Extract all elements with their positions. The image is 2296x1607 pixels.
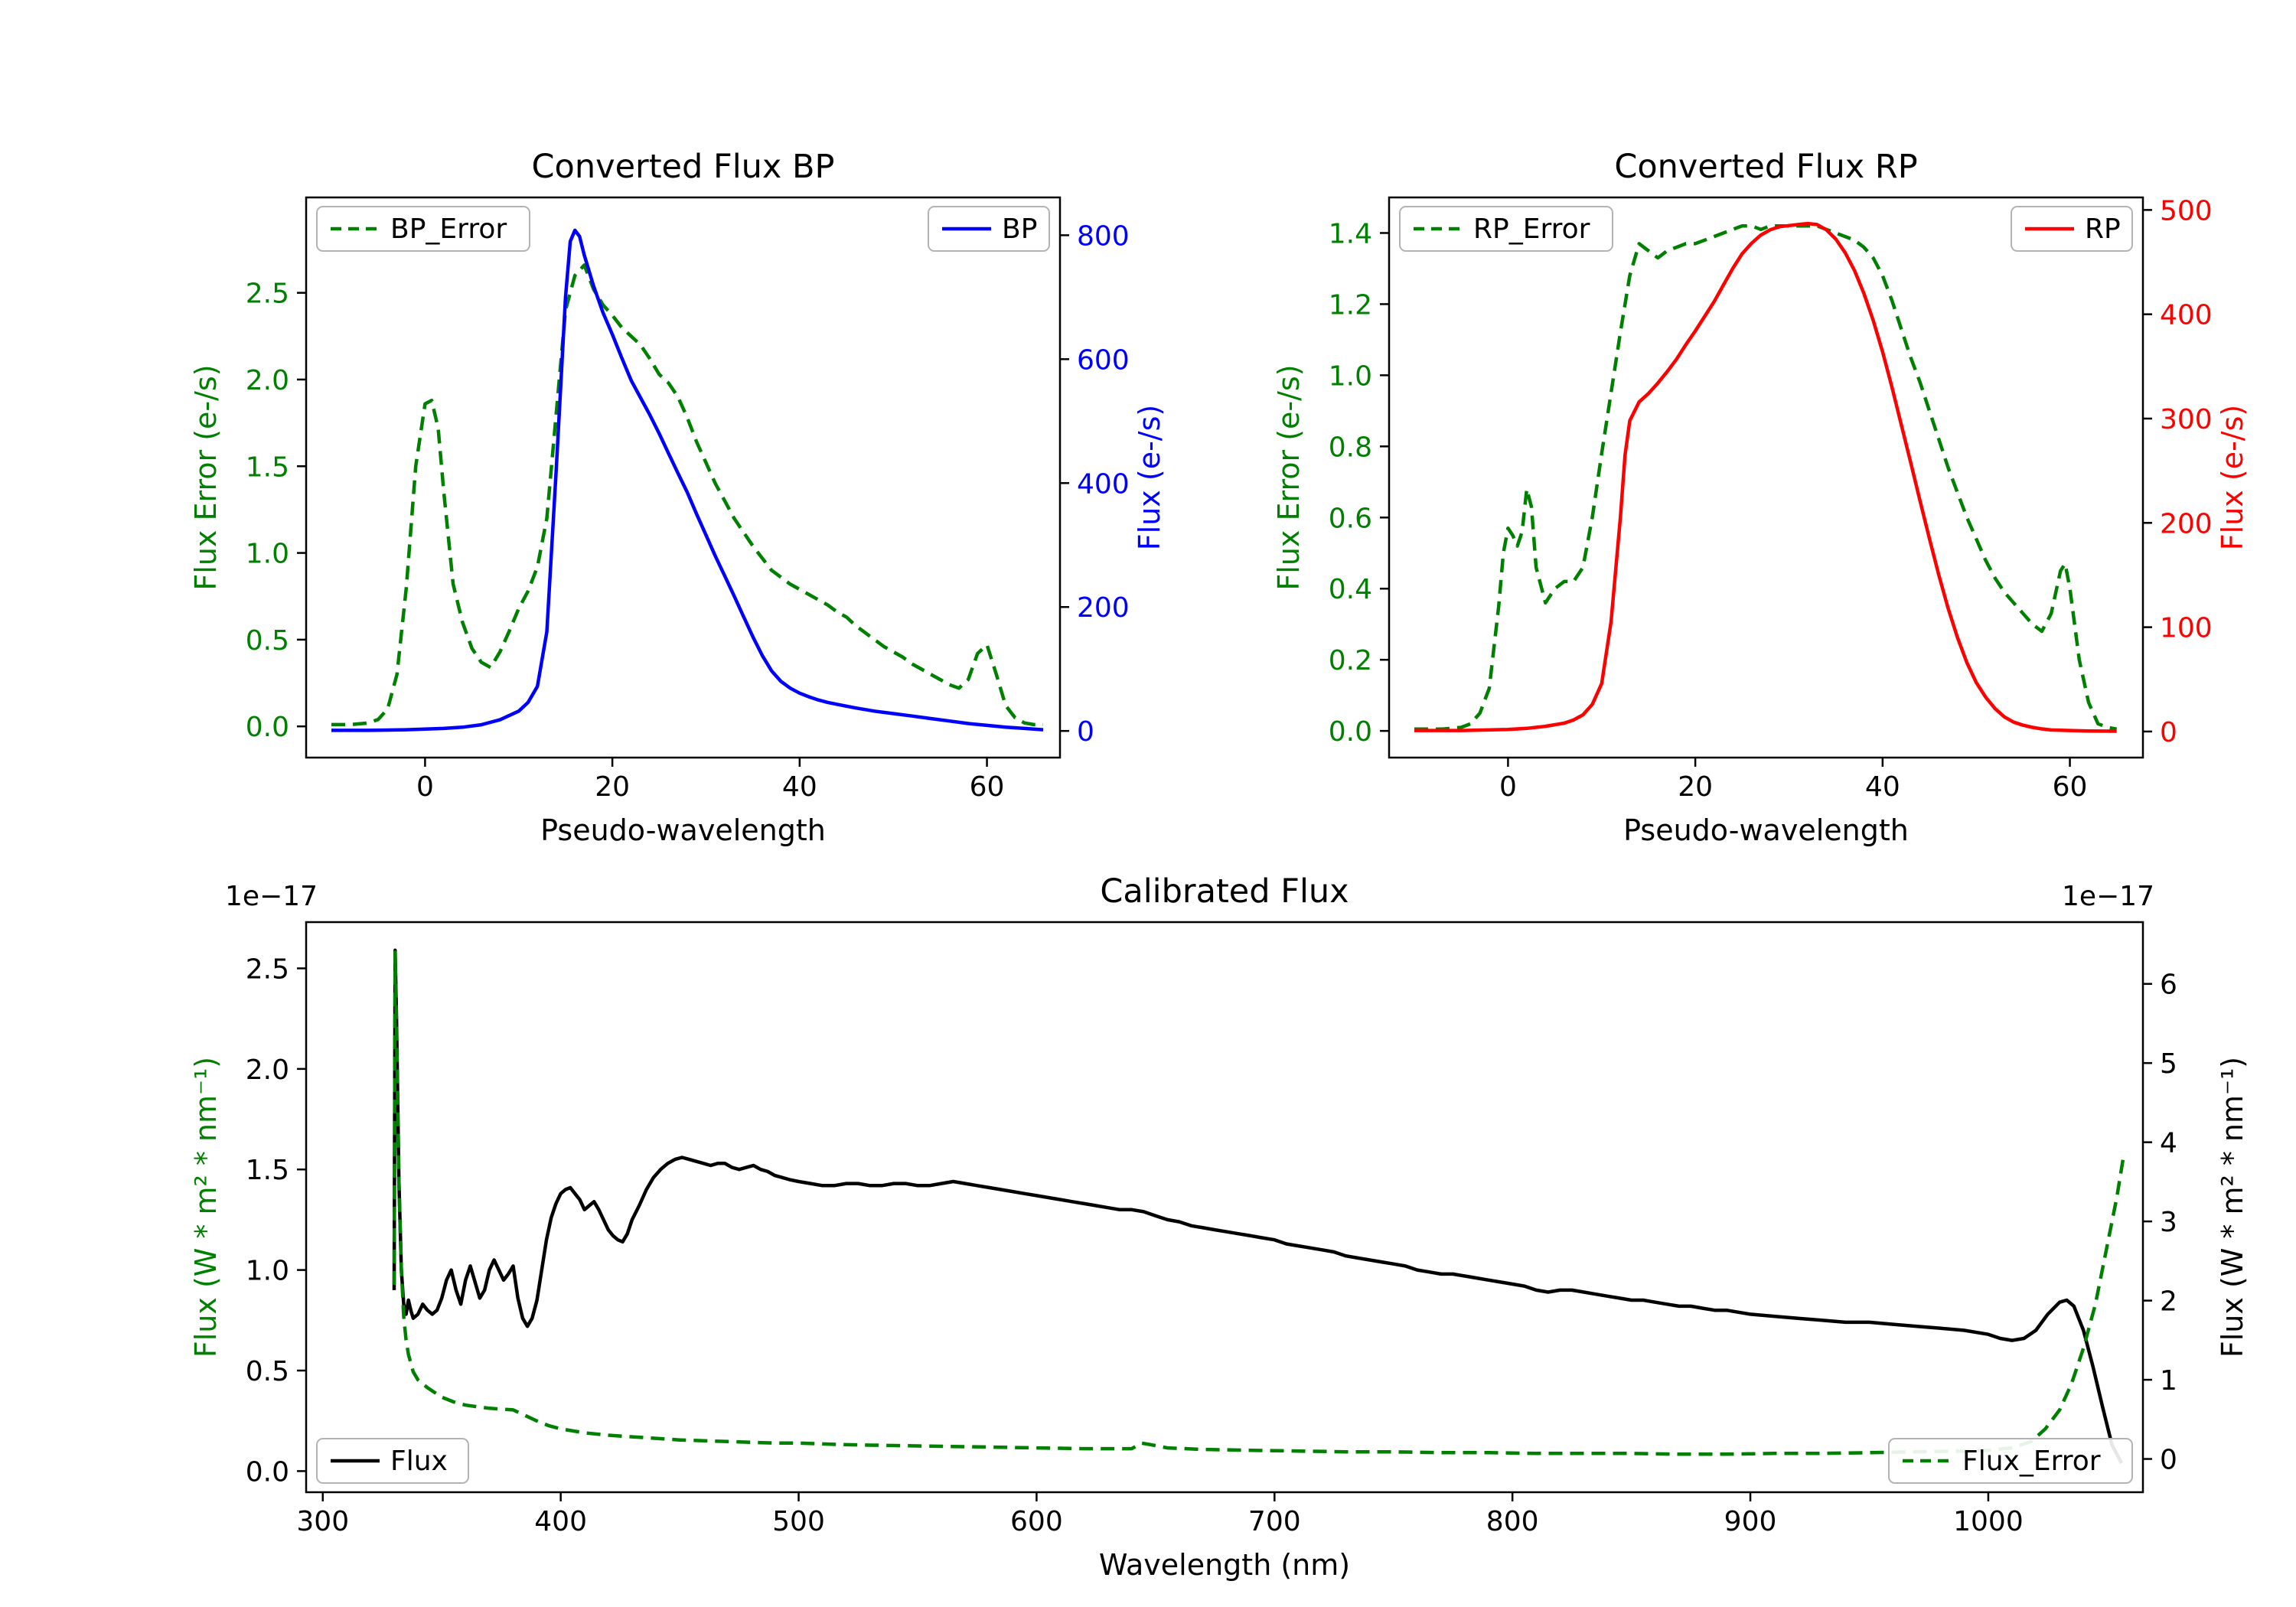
x-tick-label: 900 <box>1724 1506 1777 1537</box>
legend-flux_error: Flux_Error <box>1888 1438 2133 1484</box>
series-line-bp_error <box>331 263 1043 727</box>
legend-label: BP <box>1002 214 1037 245</box>
left-tick-label: 2.5 <box>246 953 289 985</box>
x-tick-label: 60 <box>970 771 1005 803</box>
left-axis-label: Flux Error (e-/s) <box>1272 364 1306 590</box>
legend-box <box>316 1438 469 1484</box>
chart-converted-flux-bp: 0 20 40 60 0.0 0.5 1.0 1.5 2.0 2.5 0 200 400 600 800 Co… <box>189 148 1166 847</box>
right-tick-label: 5 <box>2160 1048 2177 1080</box>
chart-title: Calibrated Flux <box>1100 872 1349 911</box>
x-tick-label: 40 <box>782 771 817 803</box>
chart-calibrated-flux: 300 400 500 600 700 800 900 1000 0.0 0.5 1.0 1.5 2.0… <box>189 872 2249 1582</box>
left-tick-label: 1.5 <box>246 451 289 483</box>
plot-border <box>1388 196 2144 759</box>
x-tick-label: 0 <box>1499 771 1517 803</box>
x-tick-label: 800 <box>1486 1506 1539 1537</box>
right-tick-label: 100 <box>2160 613 2213 644</box>
left-tick-label: 0.0 <box>246 1456 289 1488</box>
x-tick-label: 20 <box>595 771 630 803</box>
legend-flux: Flux <box>316 1438 469 1484</box>
legend-rp: RP <box>2011 206 2133 252</box>
right-axis-label: Flux (W * m² * nm⁻¹) <box>2216 1057 2249 1358</box>
right-tick-label: 500 <box>2160 195 2213 227</box>
x-axis-label: Pseudo-wavelength <box>540 813 826 847</box>
left-tick-label: 2.0 <box>246 365 289 396</box>
left-tick-label: 1.2 <box>1329 289 1372 321</box>
x-tick-label: 300 <box>296 1506 349 1537</box>
left-tick-label: 0.5 <box>246 1356 289 1387</box>
left-offset-text: 1e−17 <box>225 881 318 912</box>
left-tick-label: 1.0 <box>1329 360 1372 392</box>
right-axis-label: Flux (e-/s) <box>2216 405 2249 550</box>
right-axis-label: Flux (e-/s) <box>1133 405 1166 550</box>
x-tick-label: 60 <box>2053 771 2088 803</box>
legend-label: BP_Error <box>390 214 507 245</box>
right-tick-label: 2 <box>2160 1286 2177 1318</box>
x-tick-label: 0 <box>416 771 434 803</box>
right-tick-label: 200 <box>1077 592 1130 624</box>
left-tick-label: 1.0 <box>246 1256 289 1287</box>
right-offset-text: 1e−17 <box>2062 881 2154 912</box>
left-tick-label: 0.0 <box>246 712 289 743</box>
legend-label: RP <box>2085 214 2121 245</box>
x-tick-label: 500 <box>772 1506 825 1537</box>
series-line-bp <box>331 228 1044 732</box>
right-tick-label: 1 <box>2160 1365 2177 1397</box>
left-tick-label: 1.4 <box>1329 218 1372 249</box>
right-tick-label: 400 <box>2160 300 2213 331</box>
x-tick-label: 40 <box>1865 771 1900 803</box>
chart-title: Converted Flux BP <box>532 148 835 186</box>
x-tick-label: 600 <box>1010 1506 1063 1537</box>
left-axis-label: Flux (W * m² * nm⁻¹) <box>189 1057 223 1358</box>
left-tick-label: 1.5 <box>246 1155 289 1186</box>
legend-box <box>1888 1438 2133 1484</box>
chart-converted-flux-rp: 0 20 40 60 0.0 0.2 0.4 0.6 0.8 1.0 1.2 1.4 0 100 200 30… <box>1272 148 2249 847</box>
right-tick-label: 300 <box>2160 404 2213 435</box>
right-tick-label: 200 <box>2160 508 2213 539</box>
right-tick-label: 400 <box>1077 468 1130 500</box>
right-tick-label: 0 <box>1077 716 1094 748</box>
left-tick-label: 0.2 <box>1329 645 1372 676</box>
left-tick-label: 0.8 <box>1329 432 1372 463</box>
chart-title: Converted Flux RP <box>1614 148 1917 186</box>
left-axis-label: Flux Error (e-/s) <box>189 364 223 590</box>
right-tick-label: 3 <box>2160 1207 2177 1238</box>
series-line-rp <box>1414 221 2117 733</box>
right-tick-label: 0 <box>2160 1445 2177 1476</box>
legend-bp: BP <box>928 206 1050 252</box>
plot-border <box>305 196 1062 759</box>
right-tick-label: 6 <box>2160 970 2177 1001</box>
left-tick-label: 1.0 <box>246 539 289 570</box>
right-tick-label: 4 <box>2160 1128 2177 1159</box>
legend-box <box>316 206 530 252</box>
x-tick-label: 700 <box>1248 1506 1301 1537</box>
series-line-rp_error <box>1414 223 2118 732</box>
x-axis-label: Wavelength (nm) <box>1099 1548 1350 1582</box>
left-tick-label: 0.5 <box>246 625 289 657</box>
right-tick-label: 0 <box>2160 717 2177 748</box>
left-tick-label: 0.6 <box>1329 503 1372 534</box>
x-tick-label: 400 <box>534 1506 587 1537</box>
left-tick-label: 2.5 <box>246 279 289 310</box>
x-tick-label: 20 <box>1678 771 1713 803</box>
legend-rp_error: RP_Error <box>1399 206 1613 252</box>
legend-label: Flux <box>390 1446 448 1477</box>
legend-label: Flux_Error <box>1962 1446 2101 1477</box>
right-tick-label: 600 <box>1077 344 1130 376</box>
legend-box <box>1399 206 1613 252</box>
legend-label: RP_Error <box>1473 214 1590 245</box>
legend-bp_error: BP_Error <box>316 206 530 252</box>
series-line-flux <box>392 948 2123 1464</box>
left-tick-label: 0.4 <box>1329 574 1372 605</box>
plot-border <box>305 921 2144 1494</box>
left-tick-label: 2.0 <box>246 1054 289 1086</box>
x-tick-label: 1000 <box>1953 1506 2024 1537</box>
right-tick-label: 800 <box>1077 220 1130 252</box>
left-tick-label: 0.0 <box>1329 716 1372 748</box>
x-axis-label: Pseudo-wavelength <box>1623 813 1909 847</box>
